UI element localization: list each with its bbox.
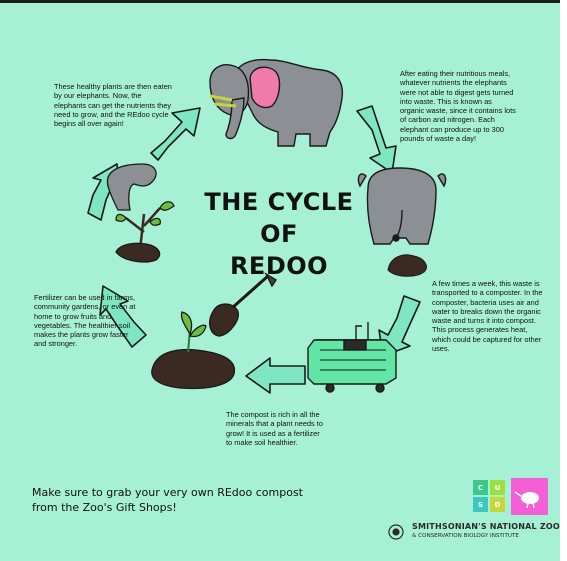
smithsonian-logo: SMITHSONIAN'S NATIONAL ZOO & CONSERVATIO… bbox=[384, 521, 560, 545]
cusd-letter-u: U bbox=[490, 480, 505, 495]
elephant-back-illustration bbox=[357, 167, 447, 245]
step-composter-text: A few times a week, this waste is transp… bbox=[432, 279, 543, 354]
seedling-soil-illustration bbox=[151, 311, 235, 390]
title-line-1: THE CYCLE bbox=[204, 188, 354, 216]
gift-shop-message: Make sure to grab your very own REdoo co… bbox=[32, 486, 303, 514]
cusd-letter-d: D bbox=[490, 497, 505, 512]
kiwi-badge bbox=[511, 478, 548, 515]
poop-pile-illustration bbox=[387, 254, 427, 277]
diagram-title: THE CYCLE OF REDOO bbox=[196, 186, 362, 282]
step-fertilizer-text: Fertilizer can be used in farms, communi… bbox=[34, 293, 136, 349]
step-compost-text: The compost is rich in all the minerals … bbox=[226, 410, 323, 447]
arrow-plants-to-elephant bbox=[150, 107, 201, 161]
step-elephant-text: After eating their nutritious meals, wha… bbox=[400, 69, 516, 144]
arrow-compost-to-fertilizer bbox=[99, 285, 147, 348]
step-plants-text: These healthy plants are then eaten by o… bbox=[54, 82, 172, 129]
logo-title: SMITHSONIAN'S NATIONAL ZOO bbox=[412, 522, 560, 531]
logo-subtitle: & CONSERVATION BIOLOGY INSTITUTE bbox=[412, 533, 519, 539]
arrow-elephant-to-poop bbox=[356, 105, 397, 174]
cusd-logo: C U S D bbox=[473, 480, 505, 512]
kiwi-bird-icon bbox=[514, 491, 539, 509]
cusd-letter-s: S bbox=[473, 497, 488, 512]
smithsonian-sun-icon bbox=[388, 524, 404, 540]
trunk-tree-illustration bbox=[106, 163, 175, 263]
elephant-front-illustration bbox=[209, 58, 344, 147]
page-edge bbox=[560, 0, 567, 561]
composter-illustration bbox=[307, 322, 397, 393]
cusd-letter-c: C bbox=[473, 480, 488, 495]
shovel-compost-illustration bbox=[209, 272, 277, 337]
title-line-2: OF bbox=[260, 220, 298, 248]
arrow-composter-to-compost bbox=[245, 357, 306, 394]
title-line-3: REDOO bbox=[229, 252, 329, 280]
top-border bbox=[0, 0, 560, 3]
